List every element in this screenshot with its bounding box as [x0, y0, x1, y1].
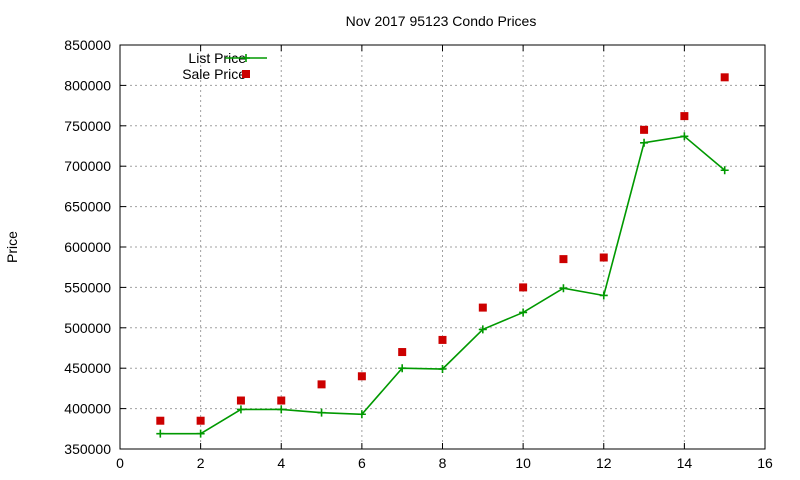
y-tick-label: 550000	[64, 279, 111, 295]
list-price-point	[559, 284, 568, 293]
legend-label: Sale Price	[182, 66, 246, 82]
y-tick-label: 450000	[64, 360, 111, 376]
y-tick-label: 800000	[64, 77, 111, 93]
x-tick-label: 10	[515, 455, 531, 471]
list-price-point	[519, 308, 528, 317]
legend-label: List Price	[188, 50, 246, 66]
list-price-point	[317, 408, 326, 417]
list-price-point	[398, 364, 407, 373]
list-price-point	[478, 325, 487, 334]
sale-price-point	[599, 253, 608, 262]
list-price-point	[680, 132, 689, 141]
sale-price-point	[478, 303, 487, 312]
y-tick-label: 350000	[64, 441, 111, 457]
x-tick-label: 14	[677, 455, 693, 471]
x-tick-label: 8	[439, 455, 447, 471]
list-price-point	[196, 429, 205, 438]
sale-price-point	[357, 372, 366, 381]
list-price-point	[156, 429, 165, 438]
x-tick-label: 4	[277, 455, 285, 471]
y-tick-label: 850000	[64, 37, 111, 53]
y-axis-label: Price	[4, 231, 20, 263]
sale-price-point	[438, 335, 447, 344]
sale-price-point	[196, 416, 205, 425]
x-tick-label: 2	[197, 455, 205, 471]
sale-price-point	[236, 396, 245, 405]
list-price-point	[277, 405, 286, 414]
sale-price-point	[519, 283, 528, 292]
list-price-point	[640, 138, 649, 147]
grid	[120, 45, 765, 449]
sale-price-point	[559, 255, 568, 264]
sale-price-point	[720, 73, 729, 82]
y-tick-label: 600000	[64, 239, 111, 255]
legend-square-swatch	[242, 70, 250, 78]
list-price-point	[438, 365, 447, 374]
x-tick-label: 6	[358, 455, 366, 471]
sale-price-point	[398, 348, 407, 357]
sale-price-point	[156, 416, 165, 425]
sale-price-point	[277, 396, 286, 405]
y-tick-label: 400000	[64, 401, 111, 417]
list-price-point	[720, 166, 729, 175]
y-tick-label: 700000	[64, 158, 111, 174]
sale-price-point	[317, 380, 326, 389]
series	[156, 73, 729, 438]
axis-ticks: 350000 400000 450000 500000 550000 600000 6500…	[64, 37, 773, 471]
chart-title: Nov 2017 95123 Condo Prices	[346, 13, 537, 29]
x-tick-label: 12	[596, 455, 612, 471]
list-price-point	[236, 405, 245, 414]
x-tick-label: 16	[757, 455, 773, 471]
list-price-point	[357, 410, 366, 419]
y-tick-label: 650000	[64, 199, 111, 215]
y-tick-label: 750000	[64, 118, 111, 134]
list-price-point	[599, 291, 608, 300]
y-tick-label: 500000	[64, 320, 111, 336]
sale-price-point	[680, 112, 689, 121]
x-tick-label: 0	[116, 455, 124, 471]
sale-price-point	[640, 125, 649, 134]
legend-plus-swatch	[242, 54, 250, 62]
